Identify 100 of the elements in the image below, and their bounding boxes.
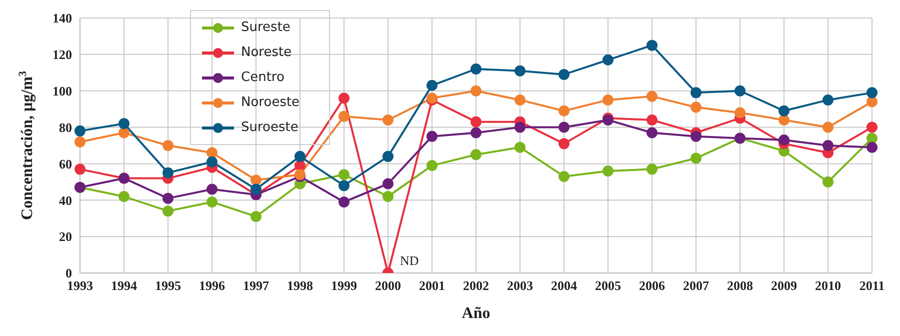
point [118, 127, 130, 138]
point [866, 132, 878, 144]
point [470, 149, 482, 160]
legend-label: Suroeste [241, 120, 298, 135]
x-tick-label: 1996 [199, 278, 226, 294]
point [602, 54, 614, 66]
point [470, 116, 482, 128]
point [646, 127, 658, 138]
point [646, 40, 658, 51]
point [646, 114, 658, 126]
point [690, 152, 702, 164]
x-tick-label: 2005 [595, 278, 622, 294]
point [558, 105, 570, 116]
point [162, 192, 174, 204]
x-tick-label: 1993 [67, 278, 94, 294]
point [778, 114, 790, 126]
point [646, 90, 658, 102]
x-tick-label: 1995 [155, 278, 182, 294]
y-tick-label: 80 [59, 120, 72, 135]
x-tick-label: 2002 [463, 278, 489, 294]
point [162, 167, 174, 178]
point [558, 68, 570, 80]
point [866, 87, 878, 98]
x-tick-label: 2001 [419, 278, 445, 294]
x-tick-label: 2008 [727, 278, 754, 294]
point [690, 102, 702, 113]
point [470, 64, 482, 74]
point [558, 122, 570, 133]
point [822, 176, 834, 188]
point [822, 140, 834, 151]
point [338, 196, 350, 208]
x-tick-label: 2009 [771, 278, 798, 294]
point [206, 196, 218, 208]
point [690, 87, 702, 98]
point [250, 211, 262, 222]
x-tick-label: 2003 [507, 278, 534, 294]
point [162, 206, 174, 217]
point [338, 180, 350, 192]
point [602, 94, 614, 106]
point [734, 107, 746, 118]
x-tick-label: 2011 [859, 278, 885, 294]
legend-label: Noreste [241, 45, 292, 60]
annotation: ND [400, 253, 419, 268]
point [382, 150, 394, 162]
point [338, 92, 350, 104]
legend-label: Centro [241, 70, 284, 85]
x-axis-title: Año [462, 305, 490, 322]
point [206, 147, 218, 158]
point [426, 160, 438, 172]
x-tick-label: 2006 [639, 278, 666, 294]
point [558, 170, 570, 182]
point [778, 105, 790, 116]
x-tick-label: 1998 [287, 278, 314, 294]
point [118, 118, 130, 130]
x-tick-label: 2000 [375, 278, 401, 294]
point [206, 156, 218, 168]
point [470, 85, 482, 96]
y-tick-label: 100 [52, 83, 72, 98]
point [162, 140, 174, 151]
point [382, 191, 394, 202]
x-tick-label: 2007 [683, 278, 710, 294]
x-tick-label: 1994 [111, 278, 138, 294]
point [470, 127, 482, 138]
point [866, 96, 878, 108]
point [514, 65, 526, 76]
point [778, 134, 790, 146]
y-tick-label: 120 [52, 47, 72, 62]
point [822, 122, 834, 133]
point [250, 184, 262, 195]
point [866, 142, 878, 153]
point [514, 142, 526, 153]
point [338, 110, 350, 122]
point [866, 122, 878, 133]
y-tick-label: 20 [59, 229, 72, 244]
point [294, 150, 306, 162]
point [602, 166, 614, 176]
legend-label: Noroeste [241, 95, 300, 110]
point [382, 114, 394, 126]
point [734, 85, 746, 96]
point [558, 138, 570, 150]
point [514, 122, 526, 133]
y-tick-label: 0 [66, 266, 72, 281]
point [426, 130, 438, 142]
point [74, 125, 86, 136]
y-tick-label: 40 [59, 192, 72, 208]
point [426, 80, 438, 91]
legend-label: Sureste [241, 20, 290, 35]
x-tick-label: 2004 [551, 278, 578, 294]
point [206, 184, 218, 195]
point [250, 174, 262, 186]
point [646, 164, 658, 175]
point [338, 169, 350, 180]
y-tick-label: 140 [52, 10, 72, 26]
point [822, 94, 834, 106]
point [118, 191, 130, 202]
point [74, 136, 86, 148]
point [690, 130, 702, 142]
point [74, 164, 86, 175]
y-tick-label: 60 [59, 156, 72, 172]
x-tick-label: 1999 [331, 278, 358, 294]
